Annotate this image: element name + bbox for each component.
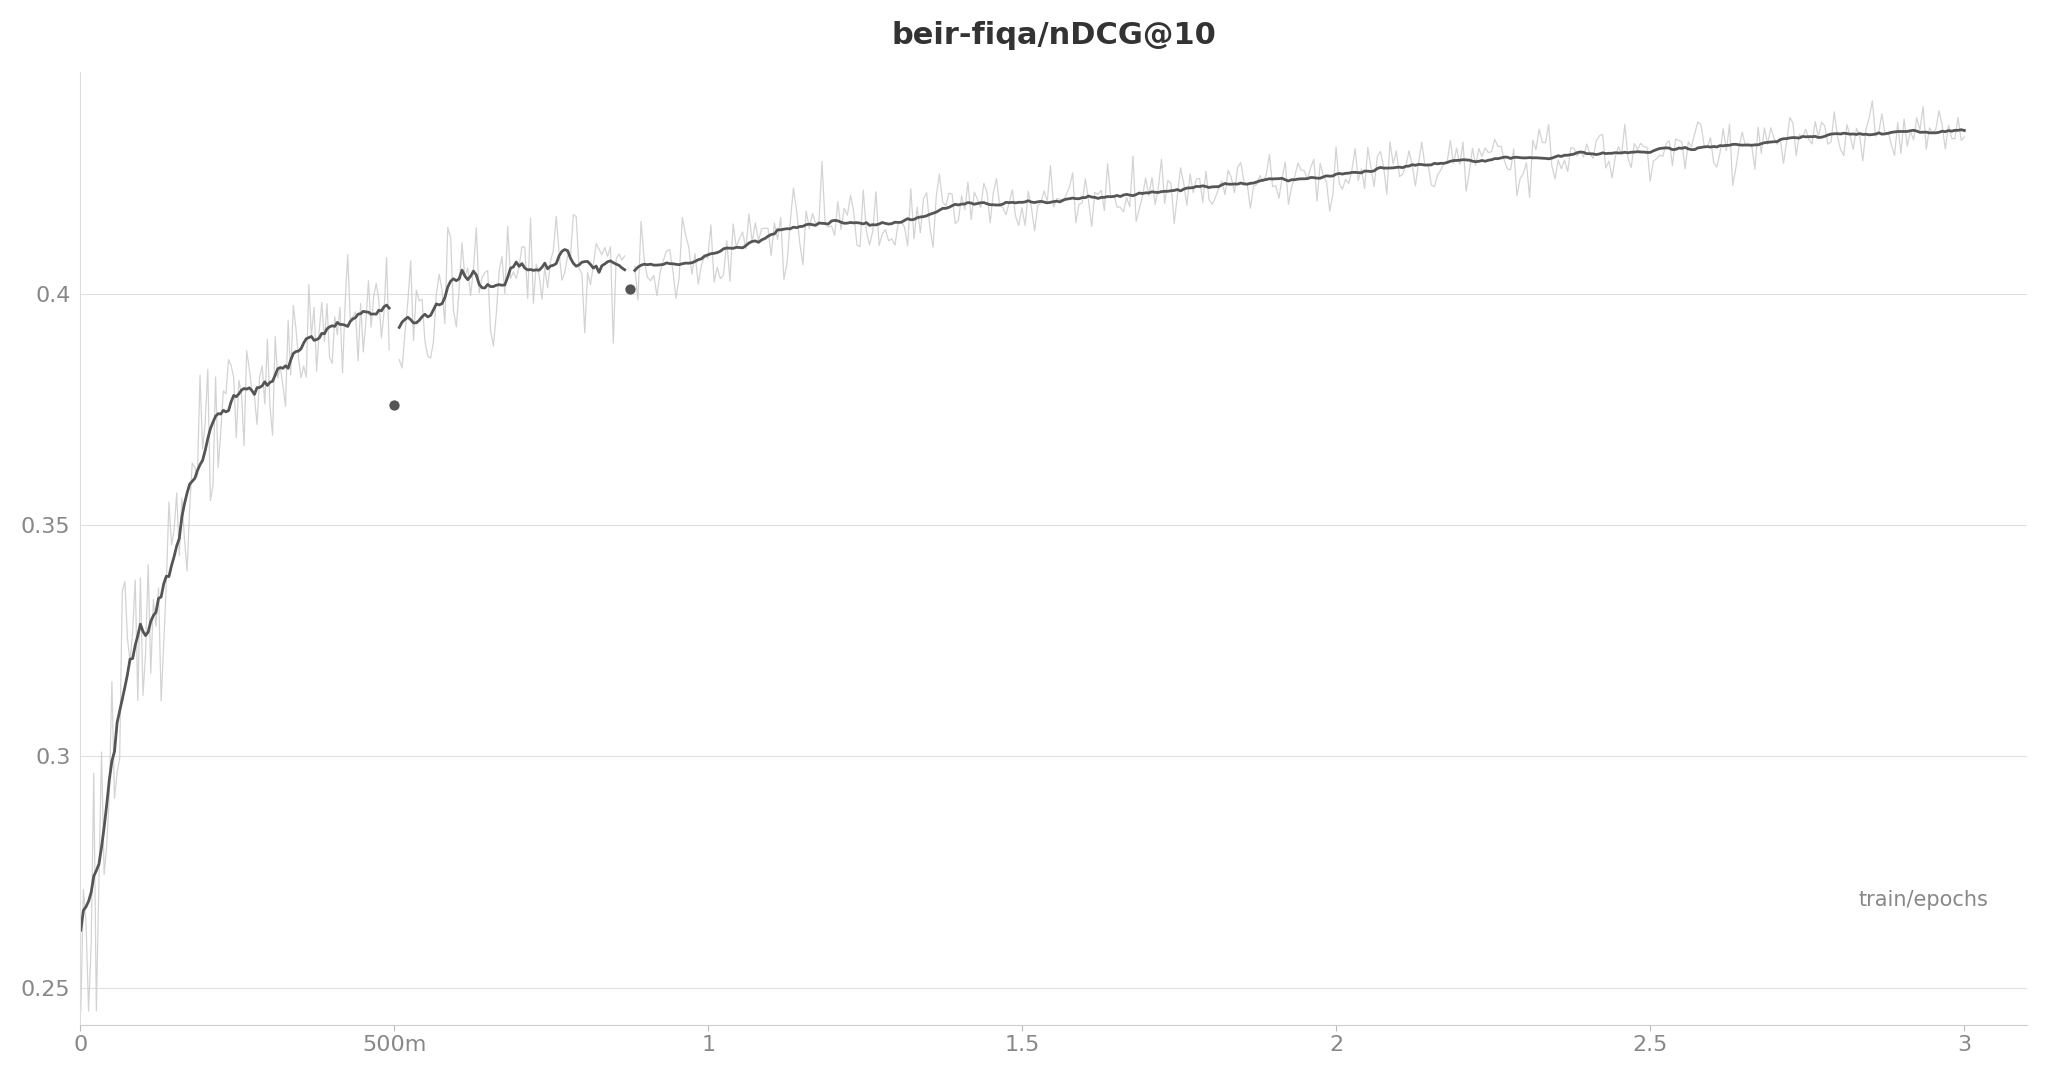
- Point: [377, 396, 410, 413]
- Title: beir-fiqa/nDCG@10: beir-fiqa/nDCG@10: [891, 20, 1217, 49]
- Point: [612, 281, 645, 298]
- Text: train/epochs: train/epochs: [1858, 890, 1989, 910]
